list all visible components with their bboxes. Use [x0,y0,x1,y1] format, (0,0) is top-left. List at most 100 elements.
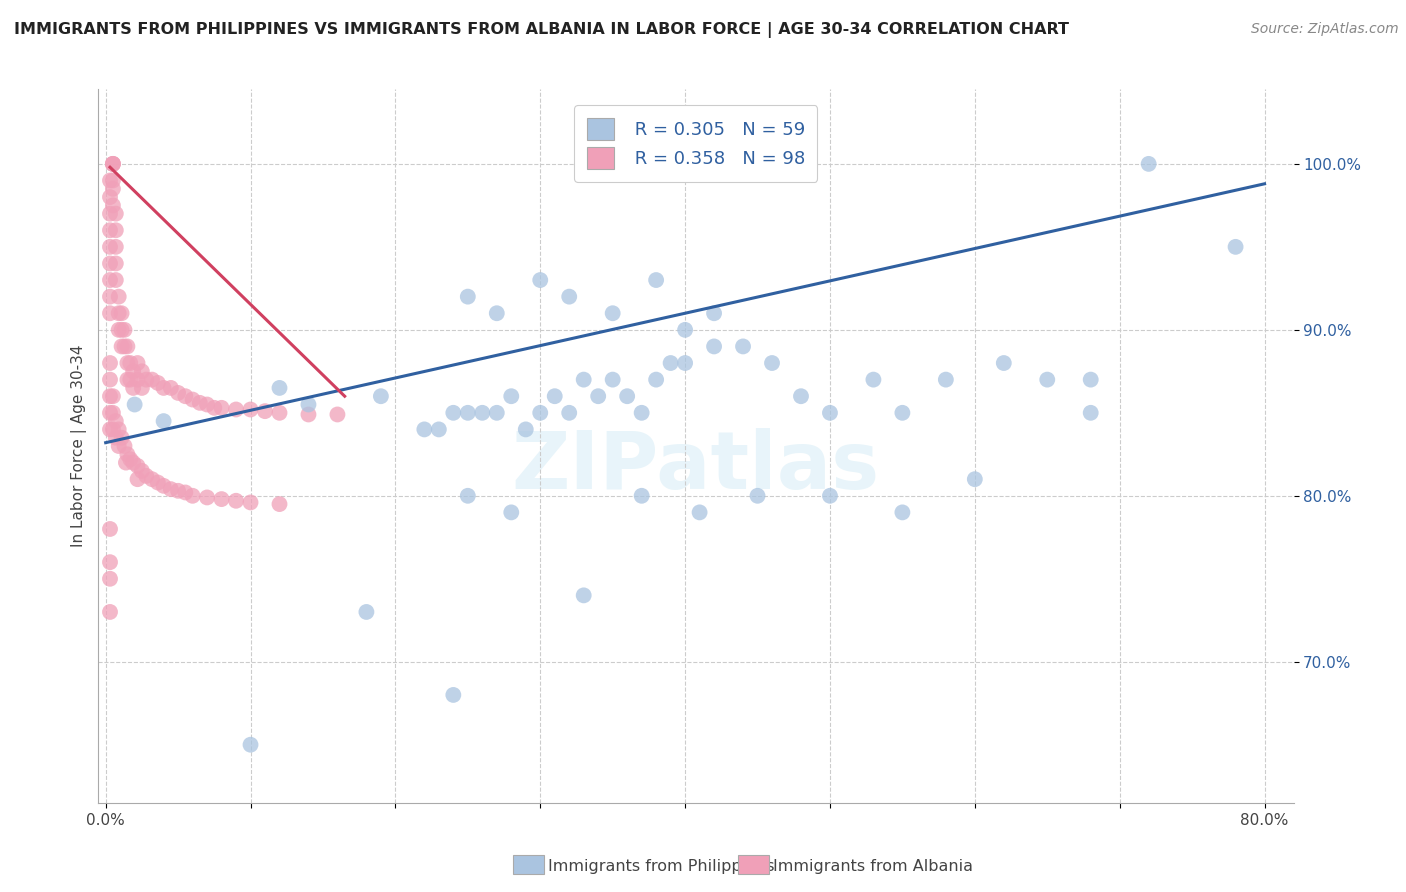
Point [107,290,129,304]
Point [98,256,121,270]
Point [689,505,711,519]
Point [101,406,124,420]
Text: Immigrants from Philippines: Immigrants from Philippines [548,859,775,873]
Point [122,456,145,470]
Point [225,402,247,417]
Point [529,406,551,420]
Point [98,522,121,536]
Point [558,290,581,304]
Point [107,323,129,337]
Point [107,422,129,436]
Point [891,505,914,519]
Point [297,397,319,411]
Point [356,605,378,619]
Point [602,373,624,387]
Point [146,376,169,390]
Text: Source: ZipAtlas.com: Source: ZipAtlas.com [1251,22,1399,37]
Point [117,373,139,387]
Point [122,381,145,395]
Point [98,207,121,221]
Point [101,422,124,436]
Point [747,489,769,503]
Point [146,475,169,490]
Point [120,356,142,370]
Point [107,306,129,320]
Point [131,364,153,378]
Point [269,381,291,395]
Point [544,389,567,403]
Point [993,356,1015,370]
Point [370,389,392,403]
Point [673,356,696,370]
Text: IMMIGRANTS FROM PHILIPPINES VS IMMIGRANTS FROM ALBANIA IN LABOR FORCE | AGE 30-3: IMMIGRANTS FROM PHILIPPINES VS IMMIGRANT… [14,22,1069,38]
Point [673,323,696,337]
Point [645,373,668,387]
Point [253,404,276,418]
Point [441,688,464,702]
Point [703,306,725,320]
Legend:  R = 0.305   N = 59,  R = 0.358   N = 98: R = 0.305 N = 59, R = 0.358 N = 98 [575,105,817,182]
Point [297,408,319,422]
Point [761,356,783,370]
Point [110,323,132,337]
Point [1225,240,1247,254]
Point [239,495,262,509]
Point [98,356,121,370]
Point [269,406,291,420]
Text: ZIPatlas: ZIPatlas [512,428,880,507]
Point [98,373,121,387]
Point [135,468,157,483]
Point [104,256,127,270]
Point [963,472,986,486]
Point [457,489,479,503]
Point [413,422,436,436]
Point [101,157,124,171]
Point [98,422,121,436]
Point [141,373,163,387]
Point [1080,373,1102,387]
Point [891,406,914,420]
Point [326,408,349,422]
Point [114,339,136,353]
Point [572,373,595,387]
Point [104,414,127,428]
Point [1137,157,1160,171]
Point [104,273,127,287]
Point [98,190,121,204]
Point [269,497,291,511]
Y-axis label: In Labor Force | Age 30-34: In Labor Force | Age 30-34 [72,344,87,548]
Point [104,431,127,445]
Point [98,273,121,287]
Point [818,406,841,420]
Point [515,422,537,436]
Point [485,306,508,320]
Point [602,306,624,320]
Point [645,273,668,287]
Point [107,439,129,453]
Point [818,489,841,503]
Point [98,290,121,304]
Point [98,389,121,403]
Point [225,493,247,508]
Point [731,339,754,353]
Point [188,396,211,410]
Point [114,323,136,337]
Point [457,406,479,420]
Point [127,356,149,370]
Point [239,738,262,752]
Point [471,406,494,420]
Point [174,389,197,403]
Point [441,406,464,420]
Point [1080,406,1102,420]
Point [122,364,145,378]
Point [117,356,139,370]
Point [174,485,197,500]
Point [131,464,153,478]
Point [202,401,225,415]
Point [181,392,204,407]
Point [485,406,508,420]
Point [167,483,190,498]
Point [181,489,204,503]
Point [790,389,813,403]
Point [98,173,121,187]
